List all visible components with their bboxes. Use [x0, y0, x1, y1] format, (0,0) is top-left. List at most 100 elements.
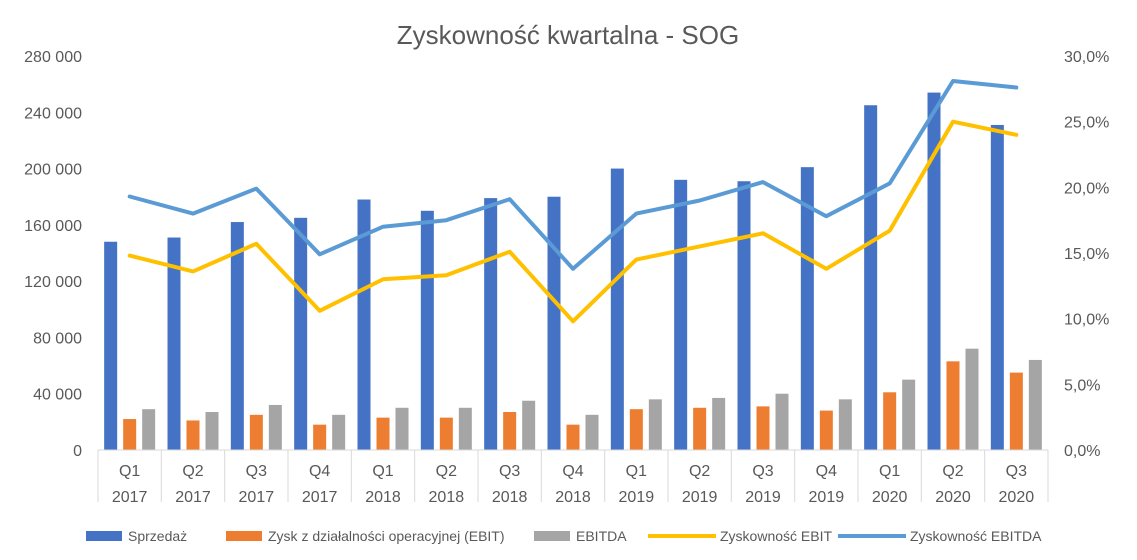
y-left-tick-label: 0 — [73, 443, 82, 460]
bar-sprzedaz — [990, 124, 1004, 450]
y-left-tick-label: 200 000 — [24, 162, 82, 179]
x-tick-label-quarter: Q2 — [436, 463, 457, 480]
x-tick-label-quarter: Q3 — [752, 463, 773, 480]
bar-sprzedaz — [294, 217, 308, 450]
bar-ebit — [883, 392, 897, 450]
x-tick-label-year: 2018 — [555, 489, 591, 506]
y-axis-left: 0 40 000 80 000 120 000 160 000 200 000 240 00… — [24, 49, 82, 460]
x-tick-label-quarter: Q1 — [372, 463, 393, 480]
legend-label: Zysk z działalności operacyjnej (EBIT) — [268, 528, 505, 544]
legend-label: Zyskowność EBITDA — [910, 528, 1042, 544]
bar-ebitda — [522, 400, 536, 450]
bar-ebit — [376, 417, 390, 450]
x-tick-label-year: 2019 — [745, 489, 781, 506]
bar-ebit — [313, 424, 327, 450]
y-left-tick-label: 120 000 — [24, 274, 82, 291]
bar-ebit — [1009, 372, 1023, 450]
bar-ebitda — [205, 412, 219, 450]
x-tick-label-year: 2020 — [935, 489, 971, 506]
bar-sprzedaz — [864, 105, 878, 450]
y-axis-right: 0,0% 5,0% 10,0% 15,0% 20,0% 25,0% 30,0% — [1064, 49, 1109, 460]
y-left-tick-label: 280 000 — [24, 49, 82, 66]
bar-sprzedaz — [357, 199, 371, 450]
x-tick-label-year: 2017 — [302, 489, 338, 506]
line-zyskownosc-ebitda — [127, 79, 1019, 271]
legend-swatch — [534, 531, 570, 541]
y-left-tick-label: 240 000 — [24, 105, 82, 122]
x-tick-label-quarter: Q4 — [309, 463, 330, 480]
y-left-tick-label: 160 000 — [24, 218, 82, 235]
x-tick-label-quarter: Q4 — [816, 463, 837, 480]
bar-ebitda — [395, 407, 409, 450]
bar-sprzedaz — [737, 181, 751, 450]
x-tick-label-quarter: Q1 — [119, 463, 140, 480]
bar-sprzedaz — [674, 179, 688, 451]
bar-ebitda — [838, 399, 852, 450]
line-zyskownosc-ebit — [127, 119, 1019, 324]
y-right-tick-label: 20,0% — [1064, 180, 1109, 197]
legend-label: Zyskowność EBIT — [720, 528, 832, 544]
y-right-tick-label: 0,0% — [1064, 443, 1100, 460]
x-tick-label-year: 2017 — [175, 489, 211, 506]
bar-sprzedaz — [610, 168, 624, 451]
bar-ebit — [566, 424, 580, 450]
bar-sprzedaz — [800, 167, 814, 450]
bar-ebit — [819, 410, 833, 450]
bar-series — [104, 92, 1042, 451]
legend-swatch — [86, 531, 122, 541]
x-tick-label-year: 2018 — [365, 489, 401, 506]
x-tick-label-quarter: Q2 — [689, 463, 710, 480]
legend: Sprzedaż Zysk z działalności operacyjnej … — [86, 528, 1042, 544]
bar-sprzedaz — [104, 241, 118, 450]
bar-ebitda — [648, 399, 662, 450]
x-tick-label-quarter: Q3 — [499, 463, 520, 480]
bar-sprzedaz — [547, 196, 561, 450]
bar-ebit — [439, 417, 453, 450]
bar-ebit — [503, 412, 517, 450]
legend-label: EBITDA — [576, 528, 627, 544]
x-tick-label-quarter: Q3 — [246, 463, 267, 480]
x-tick-label-quarter: Q1 — [879, 463, 900, 480]
bar-sprzedaz — [420, 210, 434, 450]
x-tick-label-year: 2020 — [872, 489, 908, 506]
x-tick-label-year: 2017 — [112, 489, 148, 506]
bar-ebitda — [712, 397, 726, 450]
x-tick-label-year: 2017 — [239, 489, 275, 506]
bar-sprzedaz — [484, 198, 498, 450]
bar-ebitda — [902, 379, 916, 450]
bar-ebit — [756, 406, 770, 450]
x-tick-label-year: 2019 — [619, 489, 655, 506]
bar-ebitda — [965, 348, 979, 450]
y-right-tick-label: 25,0% — [1064, 115, 1109, 132]
bar-ebit — [249, 414, 263, 450]
bar-ebitda — [775, 393, 789, 450]
bar-ebit — [946, 361, 960, 450]
bar-sprzedaz — [230, 222, 244, 450]
bar-ebitda — [1028, 359, 1042, 450]
y-right-tick-label: 10,0% — [1064, 312, 1109, 329]
y-right-tick-label: 15,0% — [1064, 246, 1109, 263]
x-tick-label-year: 2018 — [429, 489, 465, 506]
x-axis: Q1 2017 Q2 2017 Q3 2017 Q4 2017 Q1 2018 Q2 2018 Q3 20… — [97, 450, 1049, 506]
y-left-tick-label: 40 000 — [33, 387, 82, 404]
bar-sprzedaz — [167, 237, 181, 450]
x-tick-label-quarter: Q1 — [626, 463, 647, 480]
x-tick-label-quarter: Q3 — [1006, 463, 1027, 480]
x-tick-label-year: 2019 — [809, 489, 845, 506]
y-right-tick-label: 30,0% — [1064, 49, 1109, 66]
bar-ebitda — [458, 407, 472, 450]
x-tick-label-quarter: Q4 — [562, 463, 583, 480]
bar-ebitda — [268, 404, 282, 450]
y-left-tick-label: 80 000 — [33, 330, 82, 347]
x-tick-label-year: 2020 — [999, 489, 1035, 506]
legend-swatch — [226, 531, 262, 541]
bar-ebit — [629, 409, 643, 450]
legend-label: Sprzedaż — [128, 528, 187, 544]
line-series — [127, 79, 1019, 324]
bar-ebit — [186, 420, 200, 450]
x-tick-label-quarter: Q2 — [942, 463, 963, 480]
bar-ebit — [693, 407, 707, 450]
bar-sprzedaz — [927, 92, 941, 450]
bar-ebitda — [332, 414, 346, 450]
